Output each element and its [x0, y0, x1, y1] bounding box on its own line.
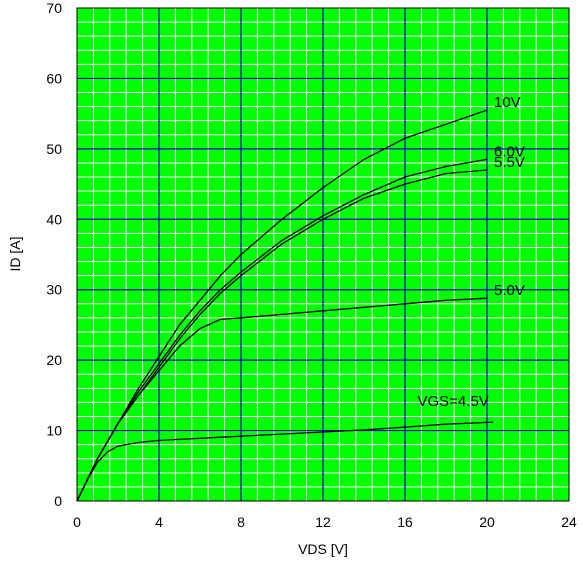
x-tick-label: 16 — [397, 514, 413, 530]
x-axis-label: VDS [V] — [298, 541, 348, 557]
y-tick-label: 30 — [46, 282, 62, 298]
y-tick-label: 0 — [54, 493, 62, 509]
plot-border — [76, 7, 570, 502]
y-tick-label: 20 — [46, 352, 62, 368]
y-tick-label: 10 — [46, 423, 62, 439]
series-label: VGS=4.5V — [418, 393, 489, 410]
y-tick-label: 70 — [46, 0, 62, 16]
series-labels: 10V 6.0V5.5V 5.0V VGS=4.5V — [418, 94, 525, 410]
series-line — [76, 297, 488, 502]
x-tick-label: 4 — [155, 514, 163, 530]
y-tick-label: 40 — [46, 211, 62, 227]
grid — [77, 8, 569, 501]
y-tick-label: 50 — [46, 141, 62, 157]
y-tick-labels: 0 10 20 30 40 50 60 70 — [46, 0, 62, 509]
x-tick-labels: 0 4 8 12 16 20 24 — [73, 514, 577, 530]
y-tick-label: 60 — [46, 70, 62, 86]
series-label: 5.5V — [494, 154, 525, 171]
x-tick-label: 0 — [73, 514, 81, 530]
series-label: 5.0V — [494, 282, 525, 299]
x-tick-label: 12 — [315, 514, 331, 530]
series-label: 6.0V — [494, 143, 525, 160]
x-tick-label: 24 — [561, 514, 577, 530]
x-tick-label: 20 — [479, 514, 495, 530]
series-line — [76, 158, 488, 502]
x-tick-label: 8 — [237, 514, 245, 530]
y-axis-label: ID [A] — [7, 236, 23, 271]
series-lines — [76, 109, 494, 502]
series-line — [76, 421, 494, 502]
series-label: 10V — [494, 94, 521, 111]
